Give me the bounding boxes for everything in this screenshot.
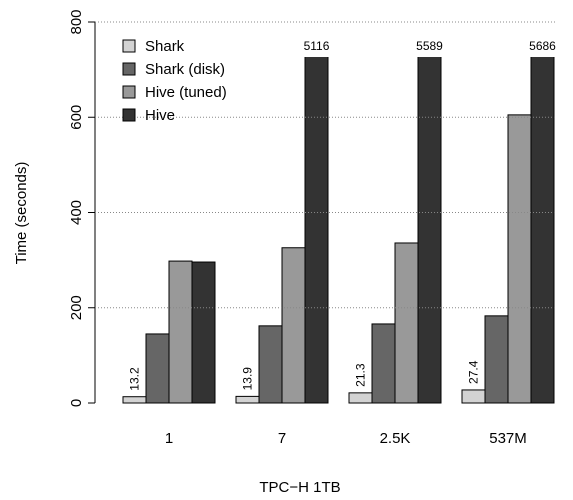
x-tick-label: 2.5K (380, 430, 411, 447)
data-label: 13.2 (128, 367, 142, 391)
bar (371, 323, 396, 404)
bar (394, 242, 419, 404)
bar (145, 333, 170, 404)
data-label: 13.9 (241, 367, 255, 391)
x-tick-label: 537M (489, 430, 527, 447)
y-tick-label: 800 (68, 9, 85, 34)
legend-label: Hive (tuned) (145, 84, 227, 101)
y-axis-title: Time (seconds) (13, 162, 30, 265)
y-tick-label: 200 (68, 295, 85, 320)
data-label: 5116 (304, 39, 330, 53)
bar (304, 57, 329, 404)
bar (168, 260, 193, 404)
bar (235, 395, 260, 404)
data-label: 5589 (416, 39, 443, 53)
x-tick-label: 7 (278, 430, 286, 447)
legend-swatch (122, 108, 136, 122)
bar (507, 114, 532, 404)
data-label: 21.3 (354, 363, 368, 387)
legend-label: Shark (disk) (145, 61, 225, 78)
y-tick-label: 0 (68, 399, 85, 407)
bar (281, 247, 306, 404)
legend-swatch (122, 85, 136, 99)
x-tick-label: 1 (165, 430, 173, 447)
legend-label: Shark (145, 38, 185, 55)
data-label: 27.4 (467, 360, 481, 384)
bar (461, 389, 486, 404)
data-label: 5686 (529, 39, 556, 53)
y-tick-label: 400 (68, 200, 85, 225)
y-tick-label: 600 (68, 105, 85, 130)
legend-swatch (122, 39, 136, 53)
x-axis-title: TPC−H 1TB (259, 479, 340, 496)
legend-label: Hive (145, 107, 175, 124)
bar (484, 315, 509, 404)
bars (122, 57, 555, 404)
legend-swatch (122, 62, 136, 76)
bar (122, 396, 147, 404)
bar (417, 57, 442, 404)
bar (348, 392, 373, 404)
bar (530, 57, 555, 404)
bar (191, 261, 216, 404)
bar (258, 325, 283, 404)
